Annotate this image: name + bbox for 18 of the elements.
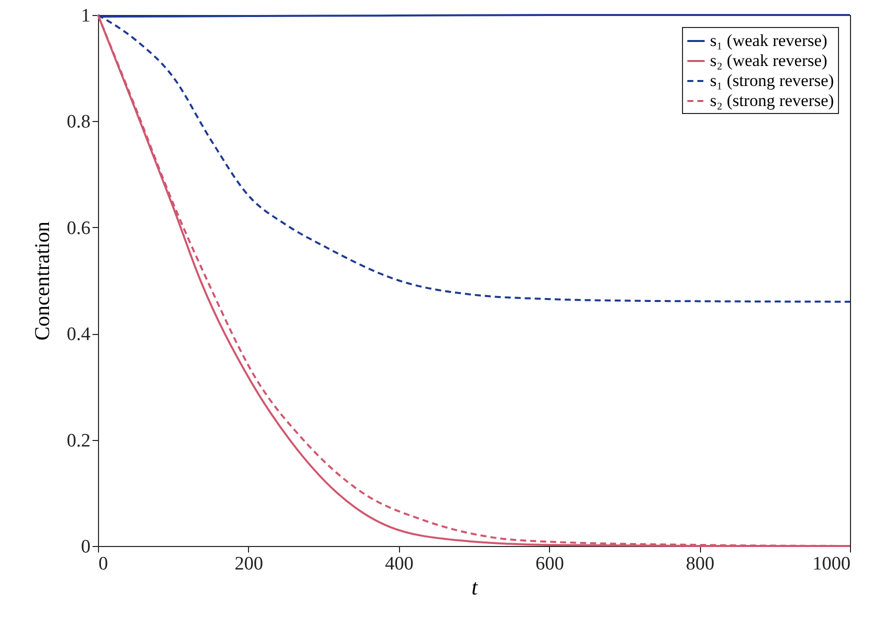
legend-label: s₂ (weak reverse) [710,51,828,70]
x-tick-label: 800 [686,554,714,574]
y-tick-label: 1 [81,6,90,26]
legend-label: s₁ (weak reverse) [710,31,828,50]
y-tick-label: 0.4 [66,324,91,346]
y-tick-label: 0.8 [66,112,90,133]
y-axis-title: Concentration [30,221,54,340]
y-tick-label: 0.2 [66,430,90,452]
x-tick-label: 200 [234,554,264,574]
y-tick-label: 0.6 [66,218,90,239]
legend-label: s₂ (strong reverse) [710,91,834,110]
y-tick-label: 0 [81,536,90,558]
x-axis-title: t [471,574,478,600]
x-tick-label: 1000 [812,554,850,574]
x-tick-label: 600 [535,554,564,574]
x-tick-label: 0 [98,554,108,574]
x-tick-label: 400 [385,554,414,574]
legend-label: s₁ (strong reverse) [710,71,834,90]
